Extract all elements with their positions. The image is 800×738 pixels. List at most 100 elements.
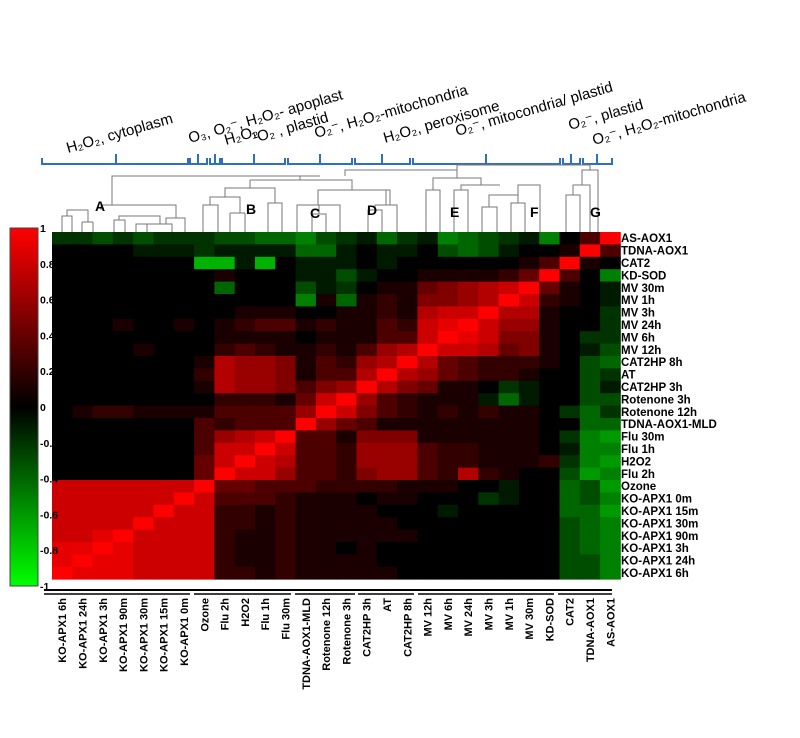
cluster-label: G [590,204,601,220]
heatmap-cell [295,492,317,506]
heatmap-cell [133,492,154,506]
heatmap-cell [72,256,93,270]
heatmap-cell [234,294,256,307]
heatmap-cell [295,331,317,344]
heatmap-cell [194,306,215,320]
heatmap-cell [92,356,114,369]
column-label: CAT2HP 8h [402,598,414,657]
heatmap-cell [92,331,114,344]
heatmap-cell [376,542,398,555]
heatmap-cell [478,343,499,357]
heatmap-cell [600,418,621,431]
heatmap-cell [112,244,134,258]
heatmap-cell [417,269,439,282]
heatmap-cell [214,281,236,295]
heatmap-cell [52,232,73,245]
heatmap-cell [458,318,479,332]
dendrogram [61,164,599,232]
heatmap-cell [600,405,621,419]
heatmap-cell [255,269,276,282]
heatmap-cell [52,529,73,543]
heatmap-cell [92,467,114,481]
heatmap-cell [153,294,175,307]
heatmap-cell [356,430,378,444]
heatmap-cell [173,517,195,530]
colorbar-tick-label: 0 [40,402,46,414]
heatmap-cell [600,492,621,506]
heatmap-cell [234,492,256,506]
heatmap-cell [600,331,621,344]
heatmap-cell [214,356,236,369]
heatmap-cell [92,244,114,258]
heatmap-cell [518,356,540,369]
row-label: KD-SOD [621,270,666,282]
heatmap-cell [133,529,154,543]
heatmap-cell [437,256,459,270]
heatmap-cell [417,492,439,506]
cluster-labels: A B C D E F G [95,198,601,221]
heatmap-cell [153,529,175,543]
heatmap-cell [437,331,459,344]
heatmap-cell [153,566,175,580]
heatmap-cell [92,232,114,245]
heatmap-cell [356,517,378,530]
heatmap-cell [336,455,357,468]
heatmap-cell [295,269,317,282]
heatmap-cell [255,529,276,543]
heatmap-cell [194,269,215,282]
heatmap-cell [194,529,215,543]
heatmap-cell [539,368,560,382]
heatmap-cell [336,331,357,344]
heatmap-cell [376,554,398,568]
heatmap-cell [295,418,317,431]
heatmap-cell [52,256,73,270]
heatmap-cell [478,467,499,481]
heatmap-cell [539,294,560,307]
heatmap-cell [275,442,296,456]
heatmap-cell [52,455,73,468]
heatmap-cell [275,380,296,394]
heatmap-cell [72,480,93,493]
heatmap-cell [173,306,195,320]
heatmap-cell [498,566,520,580]
heatmap-cell [376,368,398,382]
heatmap-cell [275,467,296,481]
heatmap-cell [437,269,459,282]
column-labels: KO-APX1 6h KO-APX1 24h KO-APX1 3h KO-APX1 9… [57,598,617,690]
heatmap-cell [133,430,154,444]
heatmap-cell [315,306,337,320]
heatmap-cell [275,306,296,320]
heatmap-cell [579,281,601,295]
heatmap-cell [112,281,134,295]
heatmap-cell [214,343,236,357]
heatmap-cell [437,232,459,245]
heatmap-cell [112,442,134,456]
heatmap-cell [52,294,73,307]
heatmap-cell [559,455,581,468]
row-label: Flu 2h [621,469,655,481]
heatmap-cell [52,380,73,394]
heatmap-cell [417,467,439,481]
heatmap-cell [112,504,134,518]
heatmap-cell [376,256,398,270]
cluster-label: D [367,202,377,218]
heatmap-cell [173,380,195,394]
heatmap-cell [315,517,337,530]
heatmap-cell [600,356,621,369]
row-label: KO-APX1 6h [621,568,689,580]
heatmap-cell [234,368,256,382]
heatmap-cell [397,256,418,270]
row-label: Ozone [621,481,656,493]
colorbar-tick-label: 0.2 [40,366,55,378]
heatmap-cell [275,368,296,382]
heatmap-cell [112,306,134,320]
heatmap-cell [153,368,175,382]
heatmap-cell [559,256,581,270]
heatmap-cell [458,294,479,307]
heatmap-cell [194,542,215,555]
colorbar-gradient [9,227,39,587]
heatmap-cell [458,356,479,369]
heatmap-cell [255,368,276,382]
heatmap-cell [458,306,479,320]
heatmap-cell [72,281,93,295]
